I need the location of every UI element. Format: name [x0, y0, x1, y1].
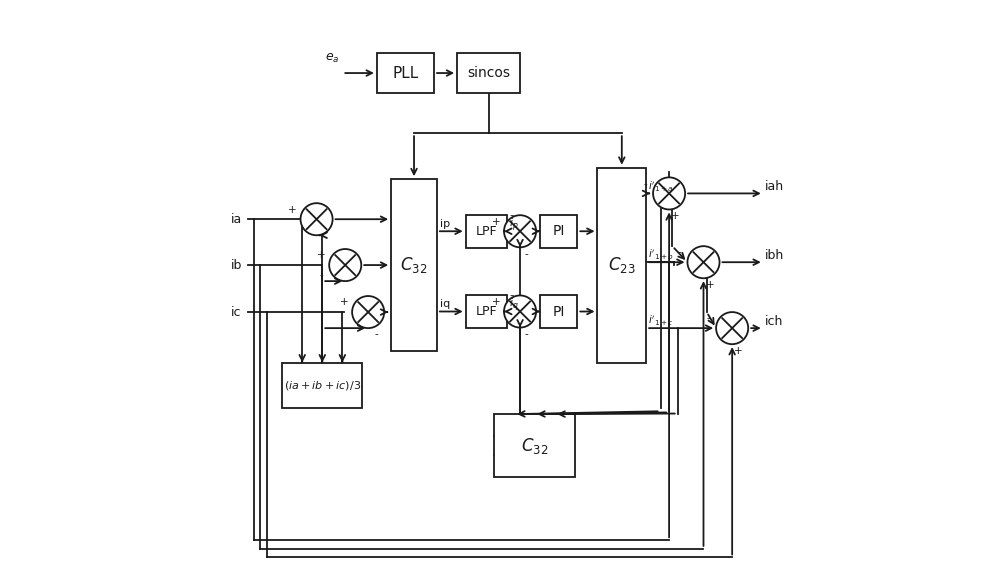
Text: LPF: LPF: [475, 305, 497, 318]
Text: PI: PI: [553, 224, 565, 238]
Text: $i'_{1+a}$: $i'_{1+a}$: [648, 180, 673, 194]
Circle shape: [504, 215, 536, 247]
Circle shape: [352, 296, 384, 328]
Bar: [466, 215, 507, 248]
Text: -: -: [374, 329, 378, 339]
Text: ip: ip: [440, 219, 450, 229]
Circle shape: [329, 249, 361, 281]
Bar: [540, 295, 577, 328]
Text: $e_a$: $e_a$: [325, 52, 340, 65]
Text: -: -: [678, 248, 681, 257]
Text: +: +: [288, 204, 297, 215]
Bar: [391, 179, 437, 351]
Text: +: +: [734, 346, 743, 355]
Circle shape: [687, 246, 720, 278]
Text: +: +: [340, 297, 348, 308]
Text: ibh: ibh: [765, 249, 784, 262]
Text: +: +: [671, 211, 680, 221]
Text: +: +: [317, 251, 325, 260]
Bar: [457, 53, 520, 93]
Text: $C_{32}$: $C_{32}$: [400, 255, 428, 275]
Text: $(ia+ib+ic)/3$: $(ia+ib+ic)/3$: [284, 379, 361, 392]
Text: $\bar{i}_q$: $\bar{i}_q$: [509, 295, 519, 313]
Text: ic: ic: [231, 306, 241, 319]
Text: $C_{23}$: $C_{23}$: [608, 255, 636, 275]
Text: $i'_{1+b}$: $i'_{1+b}$: [648, 248, 674, 263]
Text: ich: ich: [765, 314, 783, 328]
Text: ib: ib: [231, 259, 242, 271]
Bar: [466, 295, 507, 328]
Text: ia: ia: [231, 213, 242, 226]
Text: +: +: [492, 217, 500, 226]
Text: -: -: [643, 179, 647, 189]
Text: $\bar{i}_p$: $\bar{i}_p$: [509, 214, 519, 233]
Text: -: -: [525, 329, 528, 339]
Circle shape: [716, 312, 748, 344]
Text: $i'_{1+c}$: $i'_{1+c}$: [648, 314, 673, 328]
Text: -: -: [706, 313, 710, 324]
Circle shape: [504, 295, 536, 328]
Circle shape: [301, 203, 333, 235]
Text: +: +: [706, 280, 714, 290]
Text: $C_{32}$: $C_{32}$: [521, 435, 548, 456]
Text: -: -: [319, 270, 323, 280]
Text: -: -: [525, 249, 528, 259]
Text: PI: PI: [553, 305, 565, 319]
Text: iah: iah: [765, 180, 784, 193]
Text: +: +: [492, 297, 500, 307]
Circle shape: [653, 177, 685, 210]
Bar: [597, 168, 646, 362]
Bar: [282, 362, 362, 408]
Bar: [377, 53, 434, 93]
Bar: [540, 215, 577, 248]
Bar: [494, 414, 575, 477]
Text: sincos: sincos: [467, 66, 510, 80]
Text: LPF: LPF: [475, 225, 497, 238]
Text: PLL: PLL: [392, 66, 419, 81]
Text: iq: iq: [440, 299, 450, 309]
